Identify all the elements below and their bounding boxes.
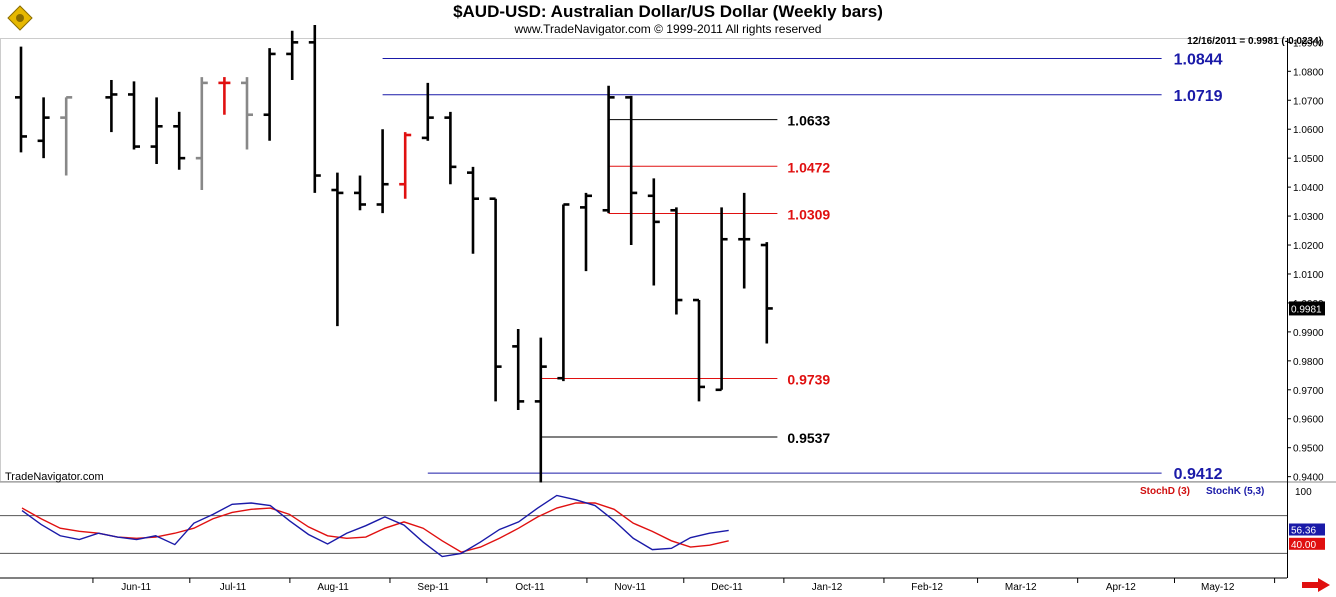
price-tick-8: 1.0100 xyxy=(1293,270,1324,281)
brand-label: TradeNavigator.com xyxy=(5,471,104,483)
date-tick-6: Dec-11 xyxy=(711,582,743,593)
price-tick-2: 1.0700 xyxy=(1293,96,1324,107)
ohlc-bar-3 xyxy=(105,79,118,133)
grid xyxy=(0,38,1336,578)
price-axis: 1.0900 1.0800 1.0700 1.0600 1.0500 1.0400 1.03… xyxy=(1287,38,1325,484)
level-label-1: 1.0719 xyxy=(1174,88,1223,105)
ohlc-bar-13 xyxy=(331,172,344,327)
last-price-label: 0.9981 xyxy=(1291,304,1322,315)
price-tick-15: 0.9400 xyxy=(1293,473,1324,484)
ohlc-bar-6 xyxy=(173,111,186,170)
date-tick-8: Feb-12 xyxy=(911,582,943,593)
legend-stochd: StochD (3) xyxy=(1140,486,1190,497)
date-axis: Jun-11 Jul-11 Aug-11 Sep-11 Oct-11 Nov-11 Dec-… xyxy=(0,577,1287,593)
stochk-line xyxy=(21,494,729,558)
price-tick-0: 1.0900 xyxy=(1293,38,1324,49)
ohlc-bar-7 xyxy=(195,77,208,191)
price-tick-4: 1.0500 xyxy=(1293,154,1324,165)
date-tick-5: Nov-11 xyxy=(614,582,646,593)
ohlc-bar-25 xyxy=(602,85,615,214)
price-tick-12: 0.9700 xyxy=(1293,386,1324,397)
price-tick-5: 1.0400 xyxy=(1293,183,1324,194)
price-tick-11: 0.9800 xyxy=(1293,357,1324,368)
stoch-tick-100: 100 xyxy=(1295,487,1312,498)
stochk-last-label: 56.36 xyxy=(1291,525,1316,536)
ohlc-bar-2 xyxy=(60,96,73,176)
tradenavigator-logo-icon xyxy=(6,4,34,37)
ohlc-bar-30 xyxy=(715,207,728,392)
ohlc-bar-20 xyxy=(489,197,502,402)
ohlc-bar-17 xyxy=(421,82,434,141)
ohlc-bar-4 xyxy=(128,81,140,150)
stochd-line xyxy=(21,502,729,553)
last-price-info: 12/16/2011 = 0.9981 (-0.0234) xyxy=(1187,36,1322,47)
fib-levels: 1.0844 1.0719 1.0633 1.0472 1.0309 0.9739 0.95… xyxy=(382,52,1223,483)
ohlc-bar-31 xyxy=(738,192,751,289)
date-tick-11: May-12 xyxy=(1201,582,1235,593)
chart-title: $AUD-USD: Australian Dollar/US Dollar (W… xyxy=(453,2,883,21)
main-panel-border xyxy=(0,38,1288,482)
date-tick-1: Jul-11 xyxy=(220,582,247,593)
ohlc-bar-5 xyxy=(150,97,163,164)
level-label-7: 0.9412 xyxy=(1174,466,1223,483)
price-tick-3: 1.0600 xyxy=(1293,125,1324,136)
ohlc-bar-26 xyxy=(625,95,638,246)
stochastic-panel: 100 40.00 56.36 xyxy=(0,487,1325,558)
ohlc-bar-21 xyxy=(512,328,525,411)
price-bars xyxy=(15,24,773,483)
ohlc-bar-15 xyxy=(376,129,389,214)
legend-stochk: StochK (5,3) xyxy=(1206,486,1265,497)
ohlc-bar-27 xyxy=(647,178,660,286)
date-tick-3: Sep-11 xyxy=(417,582,449,593)
date-tick-9: Mar-12 xyxy=(1005,582,1037,593)
level-label-4: 1.0309 xyxy=(787,206,830,222)
ohlc-bar-8 xyxy=(218,77,231,115)
ohlc-bar-18 xyxy=(444,111,457,185)
scroll-right-arrow-icon[interactable] xyxy=(1302,578,1330,597)
price-tick-10: 0.9900 xyxy=(1293,328,1324,339)
date-tick-2: Aug-11 xyxy=(317,582,349,593)
ohlc-bar-10 xyxy=(263,48,276,141)
date-tick-0: Jun-11 xyxy=(121,582,151,593)
price-tick-14: 0.9500 xyxy=(1293,444,1324,455)
last-price-box xyxy=(1289,301,1325,316)
chart-subtitle: www.TradeNavigator.com © 1999-2011 All r… xyxy=(514,22,822,36)
ohlc-bar-14 xyxy=(354,175,366,211)
level-label-2: 1.0633 xyxy=(787,113,830,129)
ohlc-bar-19 xyxy=(467,166,479,254)
ohlc-bar-24 xyxy=(580,192,592,272)
ohlc-bar-12 xyxy=(308,24,321,193)
level-label-0: 1.0844 xyxy=(1174,52,1223,69)
stochk-last-box xyxy=(1289,523,1325,536)
ohlc-bar-16 xyxy=(399,132,412,199)
stochd-last-box xyxy=(1289,537,1325,550)
ohlc-bar-11 xyxy=(286,30,299,80)
stochd-last-label: 40.00 xyxy=(1291,540,1316,551)
ohlc-bar-1 xyxy=(37,97,50,159)
price-tick-7: 1.0200 xyxy=(1293,241,1324,252)
date-tick-10: Apr-12 xyxy=(1106,582,1136,593)
level-label-5: 0.9739 xyxy=(787,372,830,388)
ohlc-bar-22 xyxy=(534,337,547,483)
price-tick-13: 0.9600 xyxy=(1293,415,1324,426)
date-tick-7: Jan-12 xyxy=(812,582,843,593)
level-label-3: 1.0472 xyxy=(787,159,830,175)
price-tick-6: 1.0300 xyxy=(1293,212,1324,223)
level-label-6: 0.9537 xyxy=(787,430,830,446)
ohlc-bar-0 xyxy=(15,46,27,153)
ohlc-bar-9 xyxy=(241,77,253,150)
ohlc-bar-29 xyxy=(693,298,705,402)
ohlc-bar-32 xyxy=(760,242,773,344)
ohlc-bar-28 xyxy=(670,207,683,315)
price-tick-1: 1.0800 xyxy=(1293,67,1324,78)
date-tick-4: Oct-11 xyxy=(515,582,545,593)
ohlc-bar-23 xyxy=(557,203,570,382)
